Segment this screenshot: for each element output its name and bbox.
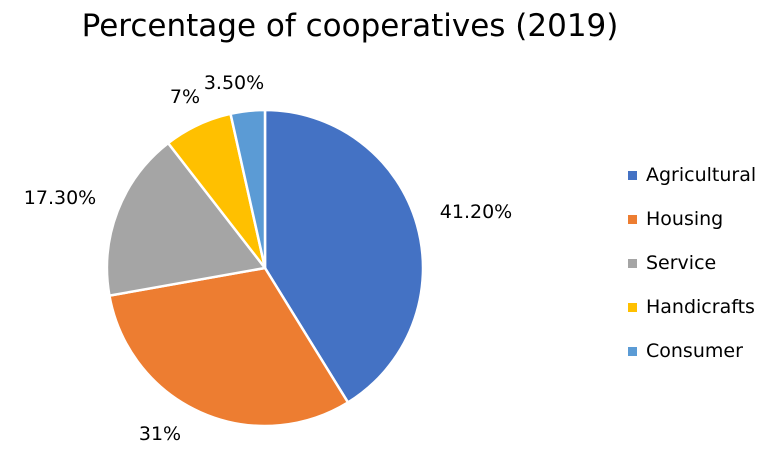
pie-slice-agricultural bbox=[263, 108, 425, 404]
legend-swatch bbox=[628, 170, 637, 180]
legend: Agricultural Housing Service Handicrafts Con… bbox=[628, 164, 756, 384]
legend-label: Service bbox=[646, 252, 717, 274]
pie-slice-consumer bbox=[229, 108, 267, 270]
data-label-consumer: 3.50% bbox=[204, 72, 264, 94]
legend-swatch bbox=[628, 214, 637, 224]
data-label-service: 17.30% bbox=[24, 187, 96, 209]
legend-label: Handicrafts bbox=[646, 296, 755, 318]
data-label-handicrafts: 7% bbox=[170, 86, 200, 108]
data-label-agricultural: 41.20% bbox=[440, 201, 512, 223]
legend-item-agricultural: Agricultural bbox=[628, 164, 756, 186]
chart-title: Percentage of cooperatives (2019) bbox=[81, 8, 619, 44]
data-label-housing: 31% bbox=[139, 423, 181, 445]
pie-slice-service bbox=[105, 141, 267, 297]
legend-label: Agricultural bbox=[646, 164, 757, 186]
legend-swatch bbox=[628, 258, 637, 268]
legend-item-service: Service bbox=[628, 252, 756, 274]
legend-swatch bbox=[628, 302, 637, 312]
legend-item-handicrafts: Handicrafts bbox=[628, 296, 756, 318]
legend-label: Housing bbox=[646, 208, 724, 230]
legend-label: Consumer bbox=[646, 340, 743, 362]
legend-item-housing: Housing bbox=[628, 208, 756, 230]
pie-slice-housing bbox=[108, 266, 350, 428]
legend-item-consumer: Consumer bbox=[628, 340, 756, 362]
legend-swatch bbox=[628, 346, 637, 356]
